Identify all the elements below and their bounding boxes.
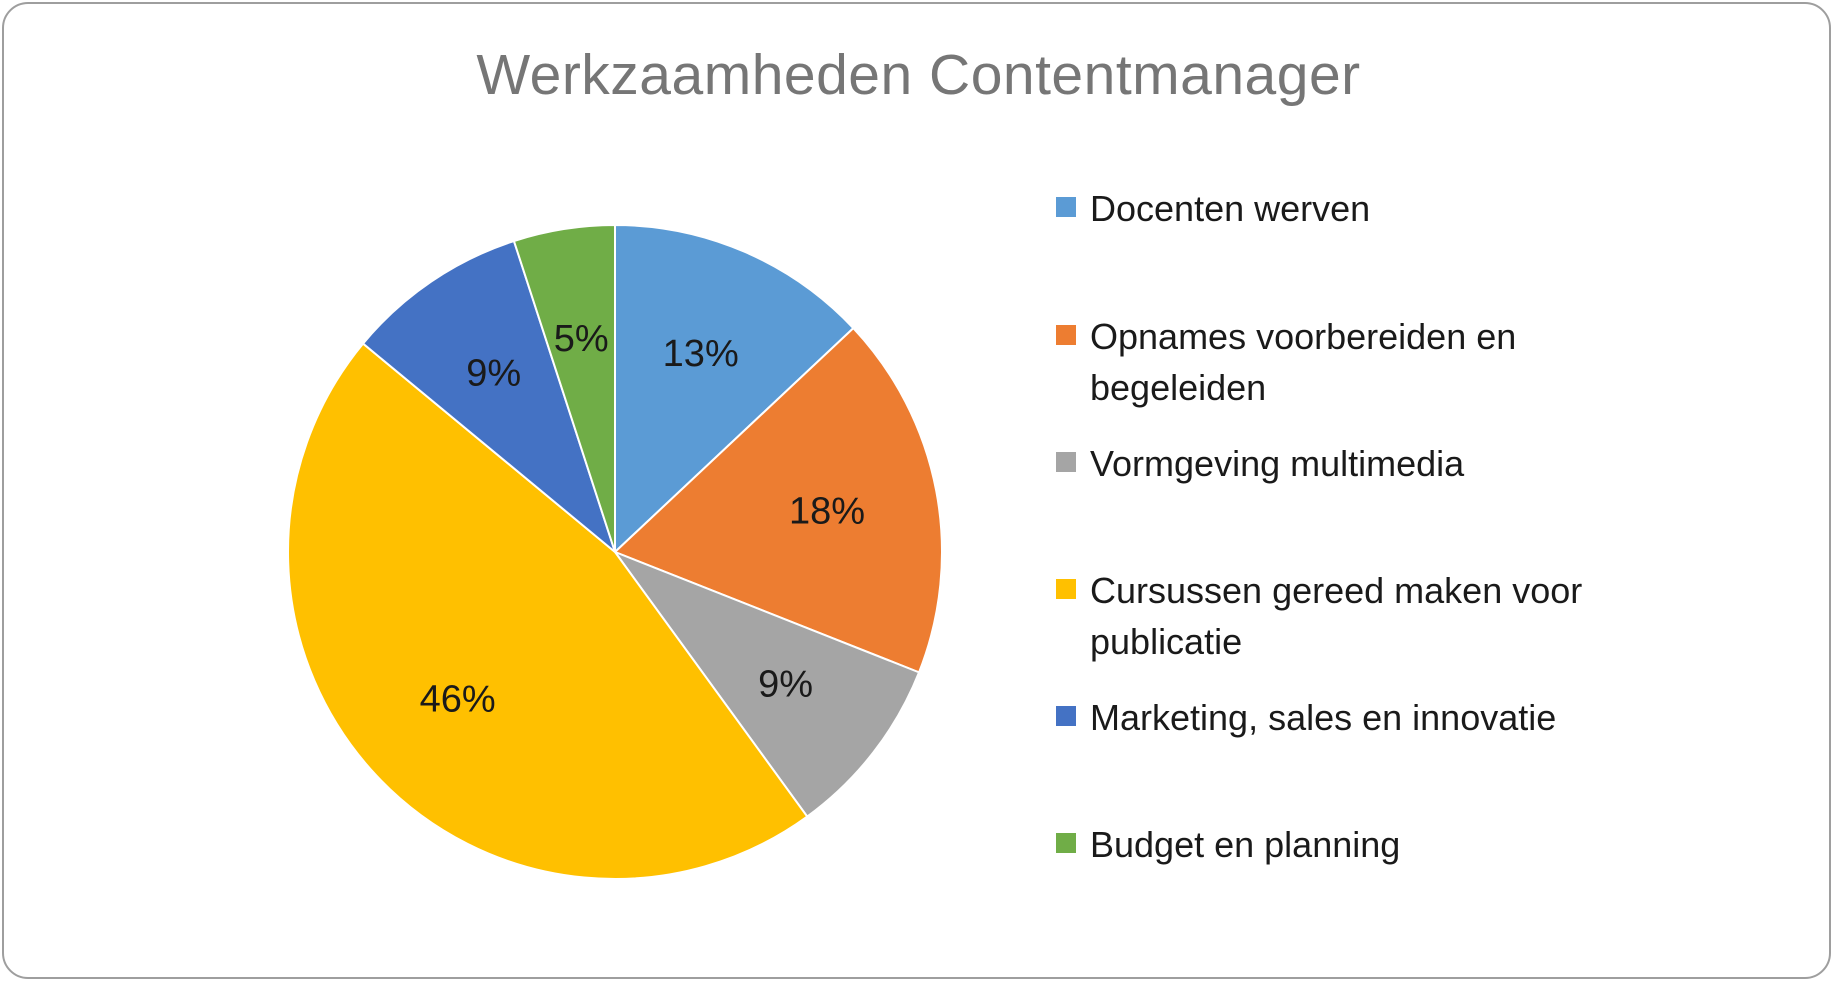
legend-swatch: [1056, 579, 1076, 599]
legend-swatch: [1056, 452, 1076, 472]
legend-item-vormgeving: Vormgeving multimedia: [1056, 438, 1630, 489]
legend-swatch: [1056, 197, 1076, 217]
legend-item-marketing: Marketing, sales en innovatie: [1056, 692, 1630, 743]
legend-item-budget: Budget en planning: [1056, 819, 1630, 870]
data-label: 13%: [663, 333, 739, 375]
legend-label: Cursussen gereed maken voor publicatie: [1090, 570, 1583, 662]
slice-budget: [512, 223, 616, 553]
slice-docenten-werven: [614, 223, 855, 555]
legend-item-opnames: Opnames voorbereiden en begeleiden: [1056, 311, 1630, 413]
legend-swatch: [1056, 325, 1076, 345]
data-label: 46%: [420, 679, 496, 721]
data-label: 5%: [554, 318, 609, 360]
slice-opnames: [613, 326, 943, 674]
chart-title: Werkzaamheden Contentmanager: [476, 43, 1361, 107]
slice-marketing: [361, 239, 618, 555]
data-label: 18%: [789, 491, 865, 533]
legend-label: Budget en planning: [1090, 824, 1401, 865]
slice-cursussen: [286, 342, 809, 880]
legend-label: Docenten werven: [1090, 188, 1371, 229]
data-label: 9%: [466, 352, 521, 394]
legend-swatch: [1056, 833, 1076, 853]
legend-item-docenten-werven: Docenten werven: [1056, 183, 1630, 234]
legend-swatch: [1056, 706, 1076, 726]
legend-label: Marketing, sales en innovatie: [1090, 697, 1557, 738]
slice-vormgeving: [612, 549, 921, 818]
legend-item-cursussen: Cursussen gereed maken voor publicatie: [1056, 565, 1630, 667]
legend-label: Opnames voorbereiden en begeleiden: [1090, 316, 1517, 408]
data-label: 9%: [758, 663, 813, 705]
legend-label: Vormgeving multimedia: [1090, 443, 1465, 484]
